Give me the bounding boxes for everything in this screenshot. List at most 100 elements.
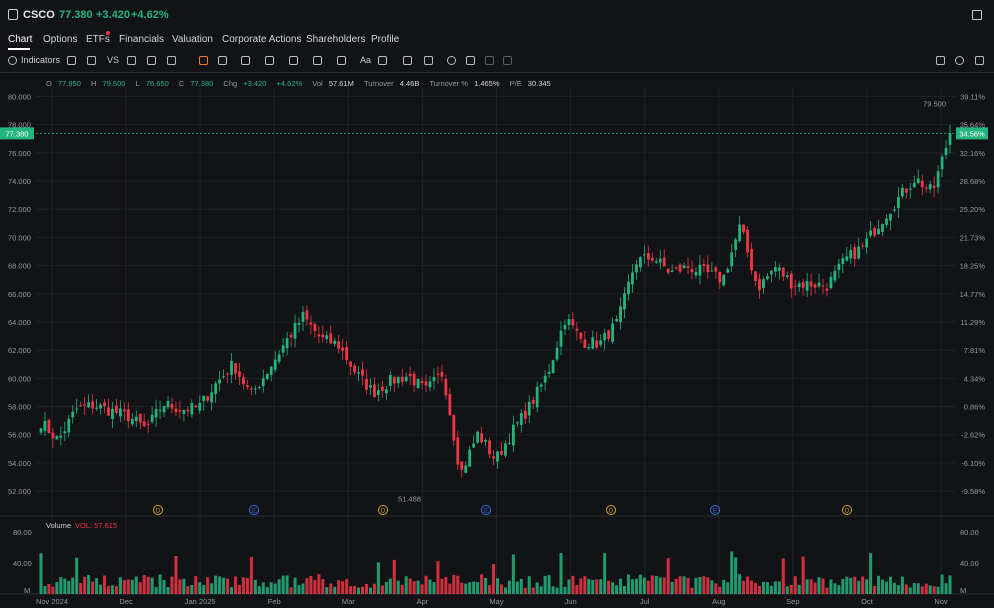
x-tick-label: Nov 2024 <box>36 597 68 606</box>
volume-bar <box>527 576 531 594</box>
candle-body <box>253 388 257 390</box>
pattern-icon[interactable] <box>265 56 274 65</box>
earnings-marker <box>481 505 491 515</box>
candle-body <box>841 258 845 265</box>
comment-icon[interactable] <box>378 56 387 65</box>
candle-body <box>432 377 436 382</box>
volume-bar <box>488 585 492 594</box>
candle-body <box>615 318 618 322</box>
volume-bar <box>634 578 638 594</box>
volume-bar <box>424 575 428 594</box>
open-value: 77.950 <box>57 79 81 88</box>
volume-bar <box>642 577 646 594</box>
brush-icon[interactable] <box>167 56 176 65</box>
pct-tick-label: 35.64% <box>960 121 986 130</box>
volume-bar <box>599 579 603 594</box>
tab-valuation[interactable]: Valuation <box>172 34 213 45</box>
list-icon[interactable] <box>147 56 156 65</box>
measure-icon[interactable] <box>313 56 322 65</box>
ruler-icon[interactable] <box>403 56 412 65</box>
tab-shareholders[interactable]: Shareholders <box>306 34 366 45</box>
volume-bar <box>333 586 337 594</box>
x-tick-label: Dec <box>119 597 133 606</box>
tab-corporate-actions[interactable]: Corporate Actions <box>222 34 302 45</box>
candle-body <box>746 229 749 253</box>
indicators-icon[interactable] <box>8 56 17 65</box>
tab-chart[interactable]: Chart <box>8 34 33 45</box>
arrow-icon[interactable] <box>337 56 346 65</box>
volume-bar <box>912 583 916 594</box>
magnet-icon[interactable] <box>424 56 433 65</box>
volume-bar <box>877 575 881 594</box>
volume-bar <box>253 579 257 594</box>
symbol-list-icon[interactable] <box>8 9 18 20</box>
tab-financials[interactable]: Financials <box>119 34 165 45</box>
candle-body <box>587 347 591 349</box>
x-tick-label: Jul <box>640 597 650 606</box>
candle-body <box>460 461 464 470</box>
candle-body <box>734 239 738 250</box>
tab-etfs[interactable]: ETFs <box>86 34 110 45</box>
settings-icon[interactable] <box>955 56 964 65</box>
undo-icon[interactable] <box>485 56 494 65</box>
volume-bar <box>626 574 630 594</box>
volume-bar <box>531 587 535 594</box>
symbol-ticker[interactable]: CSCO <box>23 9 55 21</box>
volume-bar <box>559 553 563 594</box>
pct-tick-label: -9.58% <box>961 487 985 496</box>
candle-body <box>793 285 797 287</box>
candle-type-icon[interactable] <box>67 56 76 65</box>
high-annotation: 79.500 <box>923 100 946 109</box>
tab-profile[interactable]: Profile <box>371 34 400 45</box>
volume-bar <box>638 574 642 594</box>
volume-tick-label: 40.00 <box>960 559 979 568</box>
dividend-marker <box>378 505 388 515</box>
candle-body <box>464 465 468 473</box>
compare-button[interactable]: VS <box>107 55 120 65</box>
change-value: +3.420 <box>243 79 267 88</box>
earnings-marker <box>710 505 720 515</box>
volume-bar <box>805 579 809 594</box>
eye-icon[interactable] <box>447 56 456 65</box>
volume-bar <box>345 579 349 594</box>
fib-icon[interactable] <box>289 56 298 65</box>
cursor-icon[interactable] <box>199 56 208 65</box>
volume-bar <box>472 581 476 594</box>
camera-icon[interactable] <box>936 56 945 65</box>
volume-bar <box>460 582 464 594</box>
volume-bar <box>106 585 110 594</box>
dividend-marker <box>606 505 616 515</box>
candle-body <box>754 271 757 281</box>
candle-body <box>420 380 424 384</box>
candle-body <box>484 440 487 442</box>
y-tick-label: 56.000 <box>8 431 31 440</box>
candle-body <box>166 400 170 408</box>
exit-fullscreen-icon[interactable] <box>972 10 982 20</box>
volume-bar <box>83 576 87 594</box>
shapes-icon[interactable] <box>241 56 250 65</box>
text-tool-button[interactable]: Aa <box>360 55 372 65</box>
volume-bar <box>416 580 420 594</box>
trend-line-icon[interactable] <box>218 56 227 65</box>
candle-body <box>551 360 555 373</box>
volume-bar <box>841 578 845 594</box>
tab-options[interactable]: Options <box>43 34 78 45</box>
candle-body <box>75 408 79 410</box>
volume-bar <box>249 556 253 594</box>
volume-bar <box>809 579 813 594</box>
redo-icon[interactable] <box>503 56 512 65</box>
candle-body <box>670 270 674 272</box>
layout-icon[interactable] <box>87 56 96 65</box>
candle-body <box>789 273 793 289</box>
candle-body <box>539 384 543 387</box>
template-icon[interactable] <box>127 56 136 65</box>
candle-body <box>928 184 932 190</box>
candle-body <box>115 405 118 413</box>
candle-body <box>261 378 265 387</box>
candle-body <box>904 188 908 193</box>
indicators-button[interactable]: Indicators <box>21 55 61 65</box>
fullscreen-icon[interactable] <box>975 56 984 65</box>
candle-body <box>488 440 491 455</box>
trash-icon[interactable] <box>466 56 475 65</box>
